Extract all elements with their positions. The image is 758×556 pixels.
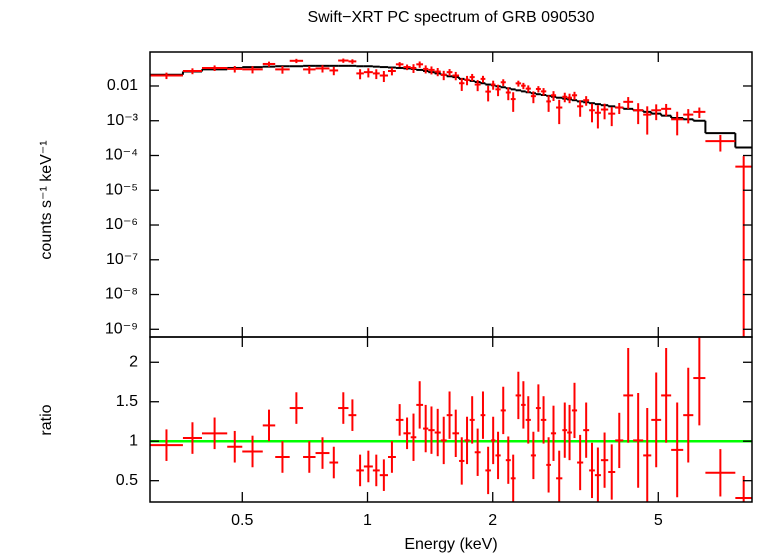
y-tick-label: 10⁻⁵: [105, 181, 138, 198]
model-step-riser: [181, 65, 737, 148]
y-tick-label: 10⁻⁹: [105, 321, 138, 338]
y-axis-title: counts s⁻¹ keV⁻¹: [38, 140, 55, 259]
y-tick-label: 1: [129, 432, 138, 449]
plot-area: [150, 58, 752, 337]
chart-title: Swift−XRT PC spectrum of GRB 090530: [307, 9, 594, 26]
panel-frame: [149, 336, 753, 503]
y-tick-label: 10⁻⁶: [105, 216, 138, 233]
y-tick-label: 10⁻⁸: [105, 286, 138, 303]
x-tick-label: 5: [654, 512, 663, 529]
x-tick-label: 0.5: [231, 512, 253, 529]
x-tick-label: 2: [488, 512, 497, 529]
y-tick-label: 0.01: [107, 77, 138, 94]
y-axis-title: ratio: [38, 404, 55, 435]
y-tick-label: 10⁻⁴: [105, 147, 138, 164]
x-axis-title: Energy (keV): [404, 536, 497, 553]
y-tick-label: 10⁻³: [106, 112, 138, 129]
plot-area: [150, 337, 752, 502]
y-tick-label: 2: [129, 353, 138, 370]
y-tick-label: 0.5: [116, 472, 138, 489]
y-tick-label: 1.5: [116, 393, 138, 410]
y-tick-label: 10⁻⁷: [106, 251, 138, 268]
x-tick-label: 1: [363, 512, 372, 529]
panel-frame: [149, 51, 753, 338]
